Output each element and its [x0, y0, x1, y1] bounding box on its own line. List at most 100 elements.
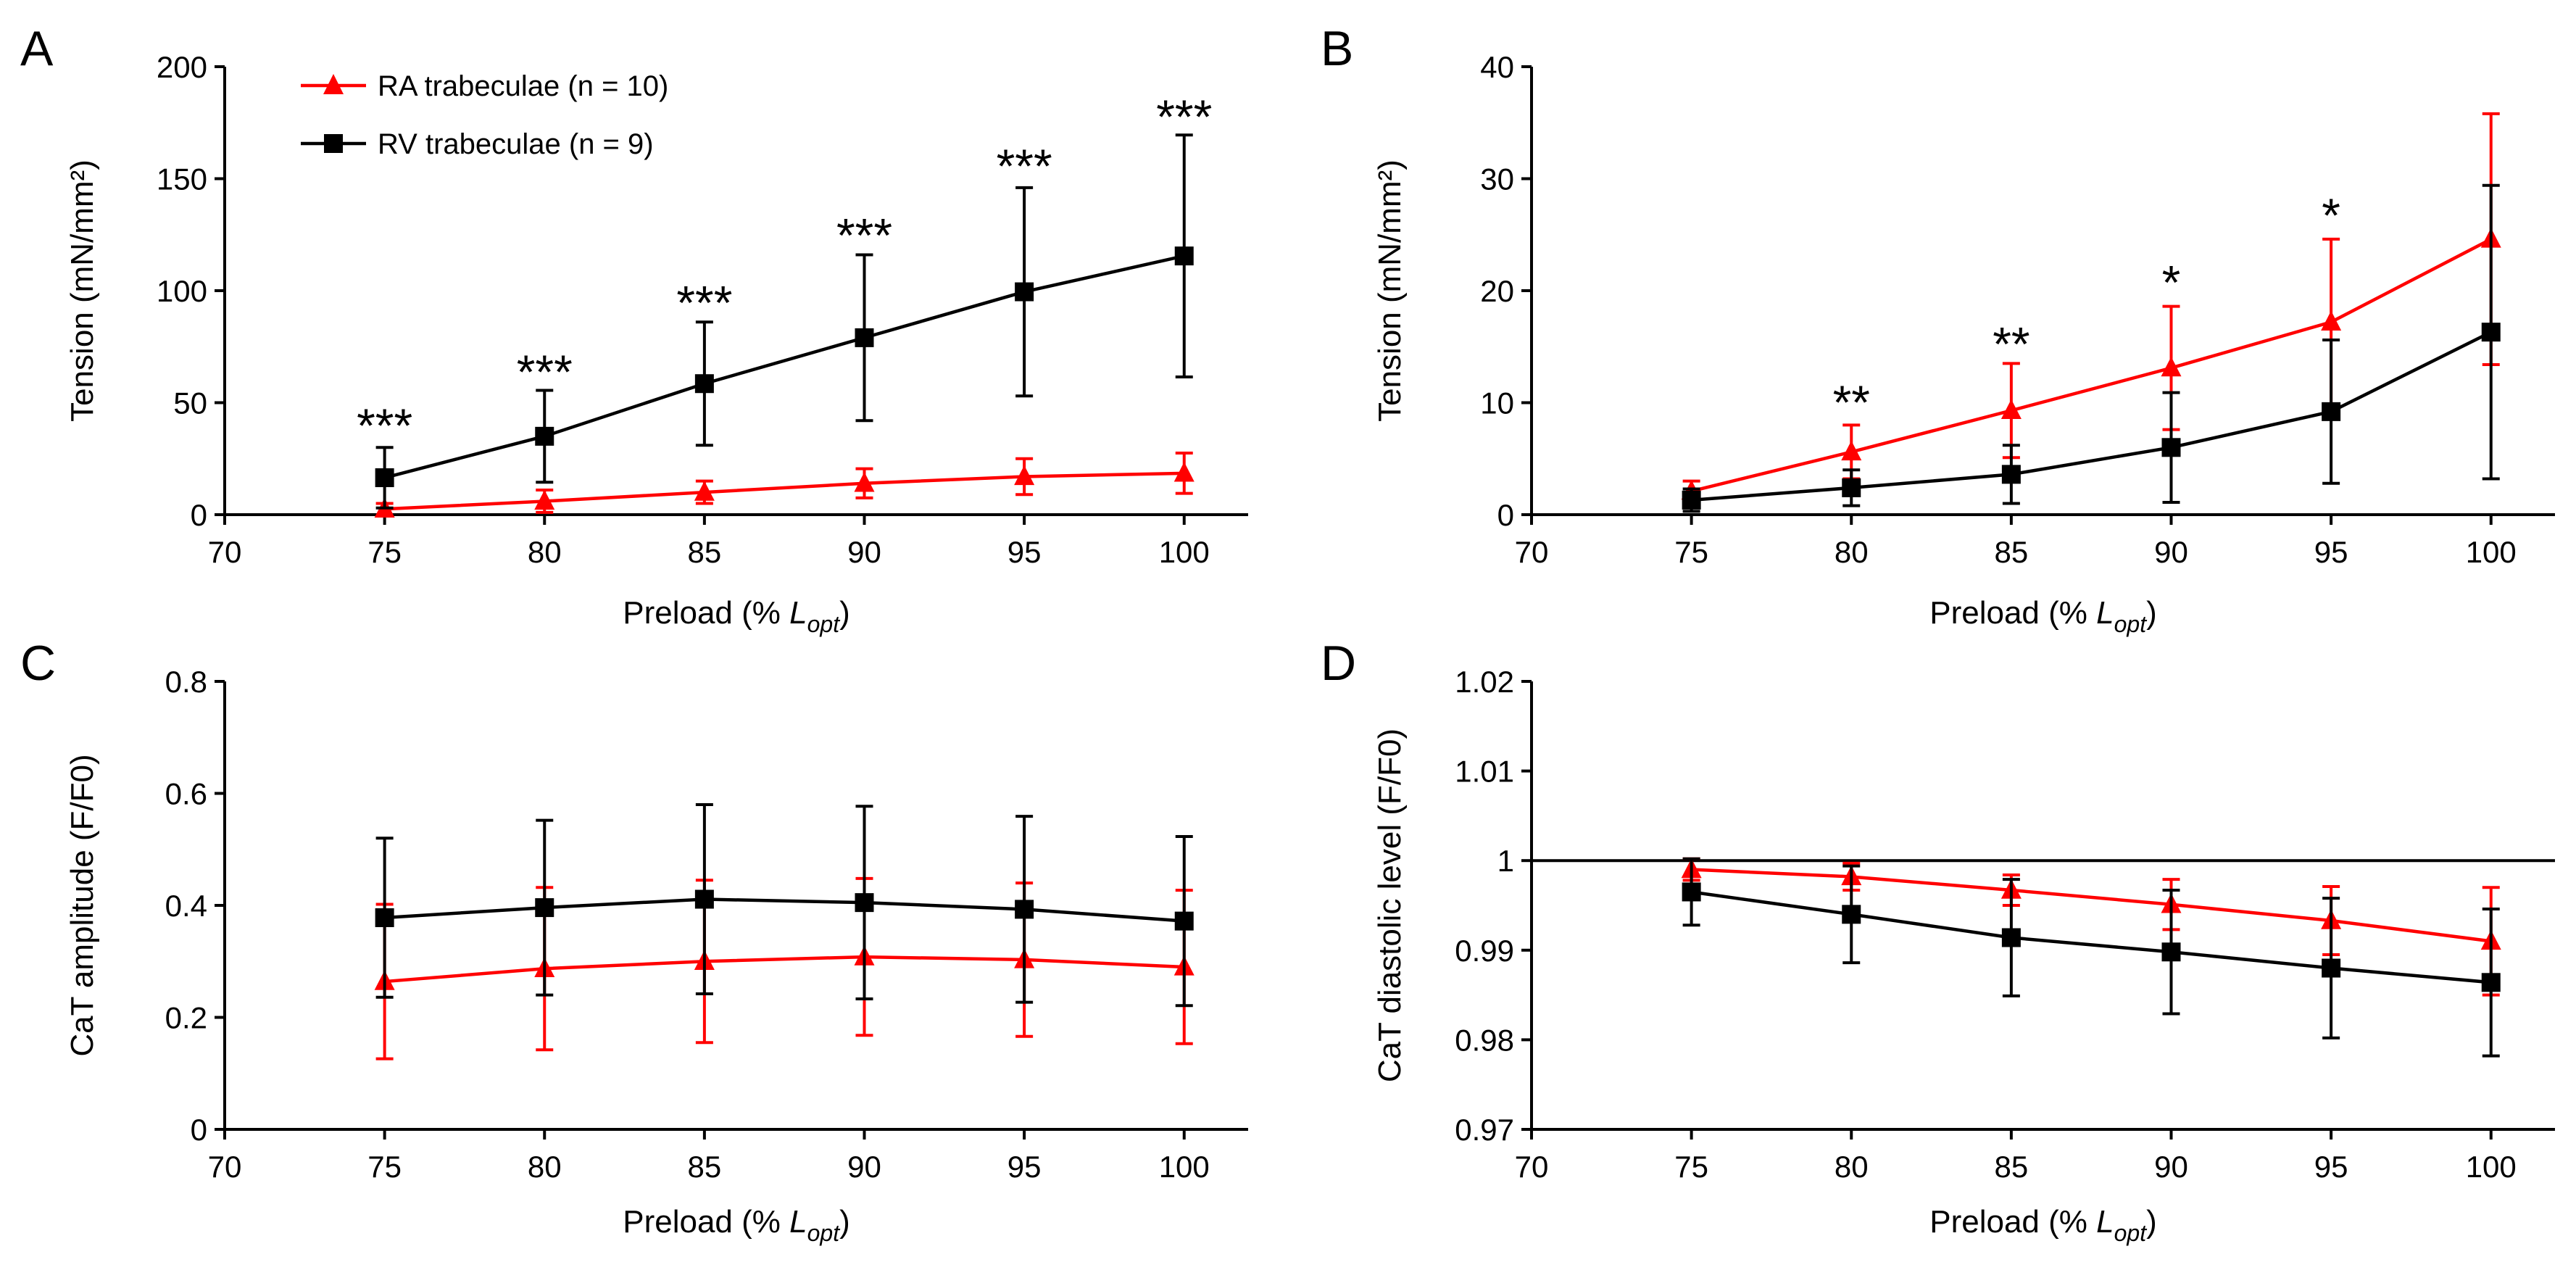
data-point	[534, 489, 555, 510]
significance-label: ***	[1156, 90, 1212, 144]
y-axis-title: CaT amplitude (F/F0)	[65, 754, 100, 1056]
x-axis-title: Preload (% Lopt)	[1929, 1204, 2157, 1246]
data-point	[2481, 973, 2501, 992]
significance-label: ***	[676, 275, 732, 329]
x-tick-label: 100	[1159, 535, 1210, 569]
data-point	[2161, 357, 2182, 377]
series-rv	[375, 133, 1194, 510]
x-tick-label: 70	[1515, 1150, 1549, 1184]
significance-label: **	[1833, 375, 1870, 429]
x-tick-label: 80	[1835, 1150, 1869, 1184]
y-tick-label: 0.2	[165, 1001, 207, 1035]
series-line	[384, 254, 1185, 480]
series-line	[1691, 237, 2492, 493]
x-tick-label: 80	[528, 535, 562, 569]
y-axis-title: Tension (mN/mm²)	[65, 159, 100, 422]
legend: RA trabeculae (n = 10) RV trabeculae (n =…	[301, 70, 668, 160]
x-tick-label: 95	[1007, 535, 1042, 569]
y-tick-label: 50	[173, 386, 207, 420]
data-point	[2001, 465, 2021, 484]
significance-label: *	[2322, 188, 2340, 242]
panel-letter: C	[20, 636, 56, 691]
data-point	[855, 893, 874, 913]
data-point	[535, 898, 554, 918]
series-ra	[1681, 112, 2501, 503]
series-rv	[1682, 183, 2501, 513]
x-tick-label: 75	[1674, 535, 1708, 569]
x-tick-label: 90	[847, 535, 881, 569]
x-tick-label: 85	[688, 1150, 722, 1184]
data-point	[2161, 942, 2181, 962]
y-tick-label: 0.6	[165, 777, 207, 811]
series-ra	[374, 452, 1194, 518]
x-tick-label: 90	[2154, 1150, 2188, 1184]
data-point	[1173, 462, 1194, 482]
x-tick-label: 90	[2154, 535, 2188, 569]
significance-label: ***	[357, 399, 412, 452]
x-tick-label: 80	[1835, 535, 1869, 569]
y-tick-label: 0	[191, 498, 207, 532]
x-tick-label: 85	[1995, 1150, 2029, 1184]
significance-label: ***	[517, 345, 573, 399]
data-point	[2321, 310, 2342, 331]
series-ra	[374, 876, 1194, 1061]
data-point	[2001, 928, 2021, 947]
data-point	[2322, 958, 2341, 978]
x-axis-title: Preload (% Lopt)	[1929, 595, 2157, 637]
legend-marker	[323, 74, 344, 94]
x-tick-label: 75	[1674, 1150, 1708, 1184]
data-point	[1682, 882, 1701, 902]
x-tick-label: 95	[1007, 1150, 1042, 1184]
x-tick-label: 90	[847, 1150, 881, 1184]
panel-letter: B	[1321, 21, 1353, 76]
series-ra	[1681, 857, 2501, 997]
x-tick-label: 100	[1159, 1150, 1210, 1184]
data-point	[1174, 246, 1194, 266]
panel-letter: D	[1321, 636, 1356, 691]
y-tick-label: 0	[1497, 498, 1514, 532]
series-line	[1691, 331, 2492, 502]
data-point	[1682, 490, 1701, 510]
legend-label: RA trabeculae (n = 10)	[378, 70, 668, 102]
data-point	[855, 328, 874, 347]
panel-d: D 0.97 0.98 0.99 1 1.01 1.02 70 75 80 85 90 95 100 Pre…	[1321, 636, 2555, 1246]
y-tick-label: 0.4	[165, 889, 207, 923]
data-point	[2481, 323, 2501, 342]
data-point	[1842, 905, 1861, 924]
data-point	[694, 889, 714, 909]
y-tick-label: 30	[1480, 162, 1514, 196]
y-tick-label: 150	[157, 162, 207, 196]
data-point	[1015, 282, 1034, 302]
data-point	[854, 472, 875, 492]
x-tick-label: 95	[2314, 1150, 2348, 1184]
data-point	[375, 468, 394, 488]
series-line	[1691, 868, 2492, 943]
x-tick-label: 75	[367, 1150, 402, 1184]
x-tick-label: 75	[367, 535, 402, 569]
data-point	[2161, 438, 2181, 457]
y-tick-label: 200	[157, 50, 207, 84]
data-point	[1842, 478, 1861, 497]
data-point	[535, 426, 554, 446]
x-tick-label: 95	[2314, 535, 2348, 569]
data-point	[375, 908, 394, 927]
y-tick-label: 10	[1480, 386, 1514, 420]
y-tick-label: 1.02	[1455, 665, 1514, 699]
y-tick-label: 100	[157, 274, 207, 308]
panel-c: C 0 0.2 0.4 0.6 0.8 70 75 80 85 90 95 100 Preload (% …	[20, 636, 1248, 1246]
y-tick-label: 0.99	[1455, 934, 1514, 968]
significance-label: **	[1993, 317, 2029, 370]
y-axis-title: CaT diastolic level (F/F0)	[1372, 729, 1408, 1082]
series-line	[1691, 890, 2491, 984]
data-point	[1015, 900, 1034, 919]
significance-label: ***	[997, 139, 1052, 193]
x-tick-label: 85	[1995, 535, 2029, 569]
data-point	[694, 374, 714, 394]
data-point	[1174, 911, 1194, 931]
series-line	[384, 471, 1184, 511]
y-tick-label: 40	[1480, 50, 1514, 84]
series-rv	[1682, 857, 2501, 1058]
x-tick-label: 70	[208, 1150, 242, 1184]
x-tick-label: 70	[1515, 535, 1549, 569]
